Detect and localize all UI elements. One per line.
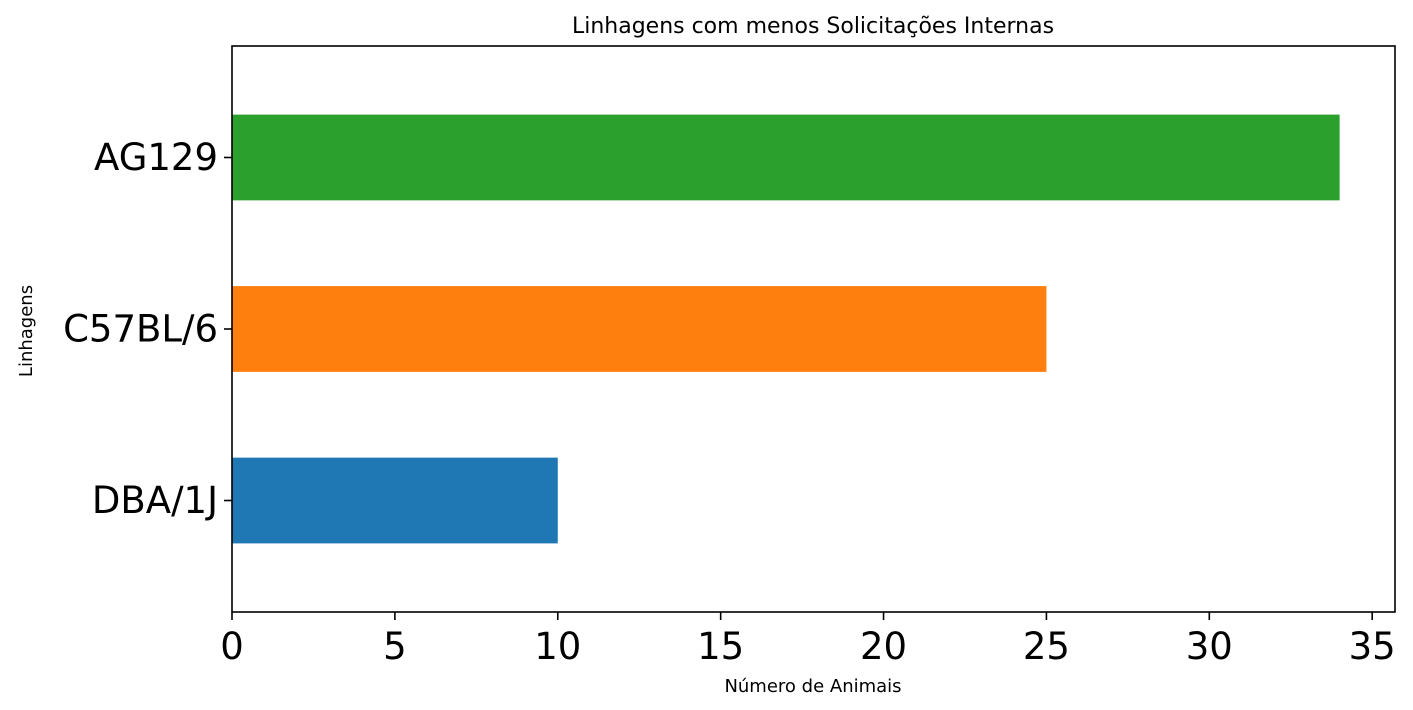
x-tick-label: 20: [860, 625, 907, 668]
bar-ag129: [232, 114, 1340, 201]
chart-title: Linhagens com menos Solicitações Interna…: [572, 14, 1054, 39]
x-axis-label: Número de Animais: [724, 676, 901, 697]
x-tick-label: 25: [1023, 625, 1070, 668]
x-tick-label: 5: [383, 625, 407, 668]
bar-dba-1j: [232, 457, 558, 544]
y-axis-label: Linhagens: [16, 285, 37, 377]
bars-group: [232, 114, 1340, 544]
x-tick-label: 30: [1186, 625, 1233, 668]
x-axis-ticks: 0 5 10 15 20 25 30 35: [220, 612, 1396, 668]
x-tick-label: 10: [534, 625, 581, 668]
x-tick-label: 0: [220, 625, 244, 668]
y-tick-label: C57BL/6: [63, 308, 218, 351]
y-tick-label: DBA/1J: [92, 479, 218, 522]
bar-c57bl-6: [232, 286, 1047, 372]
x-tick-label: 15: [697, 625, 744, 668]
x-tick-label: 35: [1349, 625, 1396, 668]
y-axis-ticks: DBA/1J C57BL/6 AG129: [63, 136, 232, 522]
y-tick-label: AG129: [94, 136, 218, 179]
